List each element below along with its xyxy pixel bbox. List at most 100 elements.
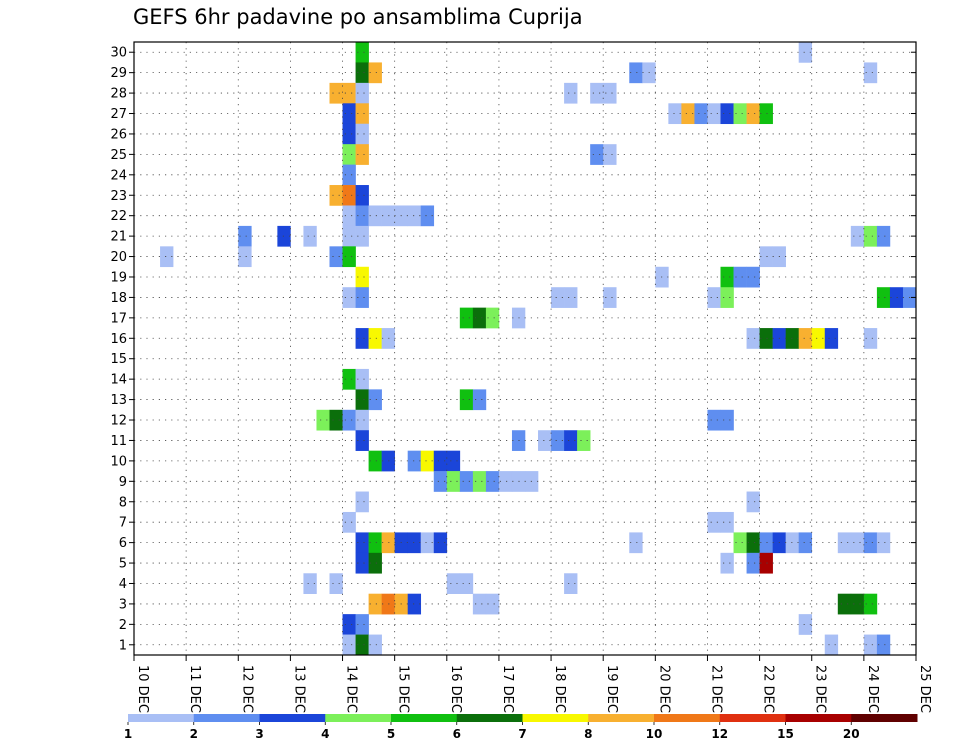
- y-tick-label: 6: [119, 536, 127, 551]
- legend-label: 12: [711, 727, 728, 741]
- heatmap-cell: [798, 42, 813, 63]
- heatmap-cell: [472, 593, 487, 615]
- heatmap-cell: [863, 225, 878, 247]
- x-tick-label: 25 DEC: [917, 665, 932, 713]
- legend-swatch: [456, 714, 523, 722]
- heatmap-cell: [707, 287, 721, 308]
- heatmap-cell: [355, 205, 369, 227]
- heatmap-cell: [342, 144, 356, 165]
- heatmap-cell: [355, 532, 369, 554]
- legend-label: 2: [190, 727, 198, 741]
- heatmap-cell: [342, 409, 356, 431]
- heatmap-cell: [746, 532, 760, 554]
- heatmap-cell: [746, 491, 760, 513]
- x-tick-label: 19 DEC: [604, 665, 619, 713]
- color-legend: 1 2 3 4 5 6 7 8 10 12 15 20: [124, 714, 918, 741]
- heatmap-cell: [277, 225, 291, 247]
- y-tick-label: 8: [119, 495, 127, 510]
- heatmap-cell: [407, 205, 422, 227]
- heatmap-cell: [564, 82, 578, 104]
- heatmap-cell: [368, 62, 382, 84]
- x-tick-label: 22 DEC: [761, 665, 776, 713]
- legend-swatch: [785, 714, 852, 722]
- y-tick-label: 27: [110, 107, 127, 122]
- y-tick-label: 12: [110, 414, 127, 429]
- heatmap-cell: [446, 573, 461, 594]
- heatmap-cell: [355, 42, 369, 63]
- heatmap-cell: [368, 532, 382, 554]
- heatmap-cell: [564, 287, 578, 308]
- heatmap-cell: [811, 328, 826, 349]
- legend-label: 7: [518, 727, 526, 741]
- y-tick-label: 10: [110, 454, 127, 469]
- heatmap-cell: [355, 430, 369, 451]
- heatmap-cell: [355, 123, 369, 145]
- legend-swatch: [259, 714, 326, 722]
- heatmap-cell: [472, 307, 487, 329]
- x-tick-label: 15 DEC: [396, 665, 411, 713]
- y-tick-label: 15: [110, 352, 127, 367]
- heatmap-cell: [355, 287, 369, 308]
- y-tick-label: 28: [110, 87, 127, 102]
- heatmap-cell: [329, 82, 343, 104]
- chart-title: GEFS 6hr padavine po ansamblima Cuprija: [133, 5, 583, 29]
- heatmap-cell: [798, 328, 813, 349]
- heatmap-cell: [485, 471, 500, 492]
- heatmap-cell: [759, 532, 773, 554]
- x-tick-label: 13 DEC: [291, 665, 306, 713]
- x-tick-label: 12 DEC: [239, 665, 254, 713]
- legend-label: 3: [255, 727, 263, 741]
- heatmap-cell: [798, 614, 813, 635]
- legend-swatch: [193, 714, 260, 722]
- heatmap-cell: [355, 266, 369, 288]
- heatmap-cell: [420, 532, 435, 554]
- heatmap-cell: [368, 328, 382, 349]
- heatmap-cell: [420, 205, 435, 227]
- heatmap-cell: [342, 164, 356, 186]
- heatmap-cell: [368, 552, 382, 574]
- heatmap-cell: [368, 634, 382, 656]
- heatmap-cell: [342, 368, 356, 390]
- heatmap-cell: [342, 225, 356, 247]
- x-tick-label: 18 DEC: [552, 665, 567, 713]
- heatmap-cell: [759, 246, 773, 268]
- grid-layer: [133, 42, 917, 655]
- legend-swatch: [719, 714, 786, 722]
- plot-frame: [133, 41, 917, 656]
- heatmap-cell: [863, 634, 878, 656]
- heatmap-cell: [707, 511, 721, 533]
- heatmap-cell: [720, 552, 734, 574]
- heatmap-cell: [433, 532, 448, 554]
- x-tick-label: 17 DEC: [500, 665, 515, 713]
- heatmap-cell: [850, 225, 865, 247]
- heatmap-cell: [759, 552, 773, 574]
- heatmap-cell: [720, 409, 734, 431]
- x-tick-label: 14 DEC: [344, 665, 359, 713]
- heatmap-cell: [355, 409, 369, 431]
- legend-swatch: [588, 714, 655, 722]
- heatmap-cell: [368, 593, 382, 615]
- legend-label: 20: [843, 727, 860, 741]
- heatmap-cell: [485, 593, 500, 615]
- x-tick-label: 20 DEC: [656, 665, 671, 713]
- heatmap-cell: [433, 471, 448, 492]
- y-tick-label: 24: [110, 168, 127, 183]
- heatmap-cell: [629, 532, 643, 554]
- heatmap-cell: [368, 450, 382, 472]
- heatmap-cell: [459, 389, 474, 411]
- heatmap-cell: [303, 225, 317, 247]
- heatmap-cell: [160, 246, 174, 268]
- y-tick-label: 22: [110, 209, 127, 224]
- legend-label: 6: [453, 727, 461, 741]
- heatmap-cell: [733, 532, 747, 554]
- heatmap-cell: [720, 511, 734, 533]
- heatmap-cell: [485, 307, 500, 329]
- heatmap-cell: [342, 614, 356, 635]
- heatmap-cell: [720, 103, 734, 125]
- legend-label: 8: [584, 727, 592, 741]
- heatmap-cell: [876, 532, 891, 554]
- heatmap-cell: [837, 593, 852, 615]
- heatmap-cell: [368, 205, 382, 227]
- heatmap-cell: [472, 389, 487, 411]
- heatmap-cell: [863, 593, 878, 615]
